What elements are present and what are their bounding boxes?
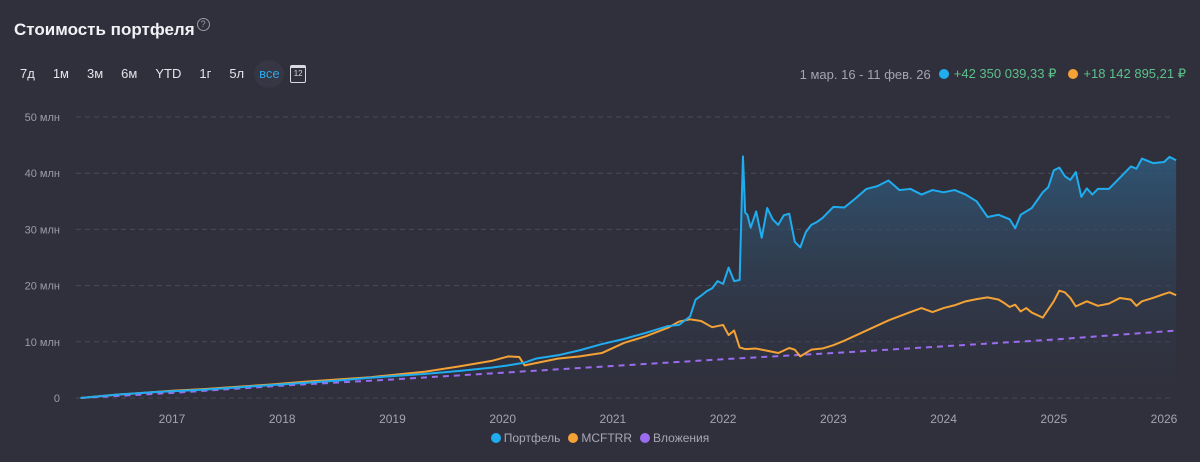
- x-tick-label: 2021: [600, 412, 627, 426]
- portfolio-gain: +42 350 039,33 ₽: [953, 66, 1057, 81]
- x-tick-label: 2018: [269, 412, 296, 426]
- index-dot-icon: [1068, 69, 1079, 79]
- y-tick-label: 0: [54, 393, 60, 405]
- y-tick-label: 10 млн: [25, 337, 60, 349]
- x-tick-label: 2023: [820, 412, 847, 426]
- x-tick-label: 2022: [710, 412, 737, 426]
- y-tick-label: 50 млн: [25, 112, 60, 124]
- x-tick-label: 2019: [379, 412, 406, 426]
- y-tick-label: 20 млн: [25, 281, 60, 293]
- summary: 1 мар. 16 - 11 фев. 26 +42 350 039,33 ₽ …: [800, 66, 1186, 82]
- portfolio-dot-icon: [490, 433, 501, 443]
- x-tick-label: 2024: [930, 412, 957, 426]
- period-ytd[interactable]: YTD: [155, 66, 182, 81]
- period-7d[interactable]: 7д: [20, 66, 35, 81]
- period-5y[interactable]: 5л: [229, 66, 245, 81]
- x-tick-label: 2017: [159, 412, 186, 426]
- period-selector: 7д 1м 3м 6м YTD 1г 5л все 12: [12, 60, 307, 88]
- y-tick-label: 40 млн: [25, 168, 60, 180]
- calendar-icon[interactable]: 12: [290, 65, 307, 83]
- x-axis: 2017 2018 2019 2020 2021 2022 2023 2024 2025 2026: [159, 412, 1178, 426]
- y-tick-label: 30 млн: [25, 224, 60, 236]
- series-layer: [80, 155, 1177, 399]
- index-dot-icon: [568, 433, 579, 443]
- x-tick-label: 2025: [1040, 412, 1067, 426]
- period-1y[interactable]: 1г: [199, 66, 212, 81]
- help-icon[interactable]: ?: [196, 18, 210, 31]
- x-tick-label: 2020: [489, 412, 516, 426]
- period-1m[interactable]: 1м: [52, 66, 69, 81]
- x-tick-label: 2026: [1151, 412, 1178, 426]
- legend-item-mcftrr[interactable]: MCFTRR: [568, 431, 632, 445]
- index-gain: +18 142 895,21 ₽: [1083, 66, 1186, 81]
- title-text: Стоимость портфеля: [14, 20, 195, 39]
- investments-dot-icon: [640, 433, 651, 443]
- date-range: 1 мар. 16 - 11 фев. 26: [799, 66, 931, 82]
- legend-label: MCFTRR: [581, 431, 633, 445]
- legend-label: Вложения: [653, 431, 710, 445]
- page-title: Стоимость портфеля ?: [14, 18, 210, 40]
- period-all[interactable]: все: [254, 60, 285, 88]
- legend: Портфель MCFTRR Вложения: [0, 431, 1200, 445]
- period-3m[interactable]: 3м: [87, 66, 104, 81]
- period-6m[interactable]: 6м: [121, 66, 138, 81]
- legend-label: Портфель: [503, 431, 561, 445]
- legend-item-portfolio[interactable]: Портфель: [490, 431, 561, 445]
- portfolio-dot-icon: [938, 69, 949, 79]
- portfolio-area: [80, 156, 1177, 398]
- y-axis: 0 10 млн 20 млн 30 млн 40 млн 50 млн: [25, 112, 60, 405]
- legend-item-investments[interactable]: Вложения: [640, 431, 709, 445]
